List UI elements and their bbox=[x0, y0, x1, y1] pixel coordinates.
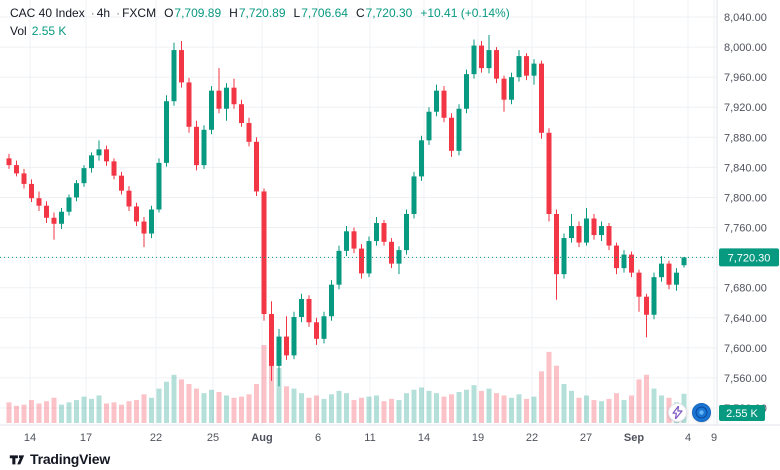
svg-text:7,840.00: 7,840.00 bbox=[724, 162, 767, 174]
svg-text:6: 6 bbox=[315, 432, 321, 444]
floating-buttons bbox=[668, 403, 711, 422]
candles bbox=[6, 35, 687, 387]
svg-text:14: 14 bbox=[418, 432, 430, 444]
svg-text:7,960.00: 7,960.00 bbox=[724, 72, 767, 84]
legend-row-volume: Vol 2.55 K bbox=[10, 25, 514, 37]
brand-name[interactable]: TradingView bbox=[30, 451, 111, 467]
time-axis[interactable]: 14 17 22 25 Aug 6 11 14 19 22 27 Sep 4 9 bbox=[24, 432, 717, 444]
svg-text:7,600.00: 7,600.00 bbox=[724, 343, 767, 355]
broker-button[interactable] bbox=[692, 403, 711, 422]
low-value: 7,706.64 bbox=[301, 6, 348, 20]
high-value: 7,720.89 bbox=[238, 6, 286, 20]
svg-text:7,680.00: 7,680.00 bbox=[724, 283, 767, 295]
candlestick-chart[interactable]: 8,040.00 8,000.00 7,960.00 7,920.00 7,880.00… bbox=[0, 0, 780, 448]
volume-value: 2.55 K bbox=[31, 24, 67, 38]
price-badge: 7,720.30 bbox=[719, 248, 779, 267]
high-label: H bbox=[229, 6, 238, 20]
svg-text:7,560.00: 7,560.00 bbox=[724, 373, 767, 385]
svg-text:7,920.00: 7,920.00 bbox=[724, 102, 767, 114]
symbol-name[interactable]: CAC 40 Index bbox=[10, 6, 85, 20]
svg-text:8,040.00: 8,040.00 bbox=[724, 12, 767, 24]
svg-text:17: 17 bbox=[80, 432, 92, 444]
exchange-label[interactable]: FXCM bbox=[122, 6, 157, 20]
legend: CAC 40 Index · 4h · FXCM O 7,709.89 H 7,72… bbox=[10, 7, 514, 37]
svg-text:Sep: Sep bbox=[624, 432, 644, 444]
svg-text:22: 22 bbox=[526, 432, 538, 444]
svg-text:7,760.00: 7,760.00 bbox=[724, 223, 767, 235]
open-value: 7,709.89 bbox=[174, 6, 222, 20]
instant-order-button[interactable] bbox=[668, 403, 687, 422]
svg-text:25: 25 bbox=[207, 432, 219, 444]
separator: · bbox=[90, 6, 95, 20]
svg-text:9: 9 bbox=[711, 432, 717, 444]
volume-badge: 2.55 K bbox=[719, 405, 765, 421]
close-label: C bbox=[355, 6, 365, 20]
volume-bars bbox=[6, 345, 687, 423]
svg-text:8,000.00: 8,000.00 bbox=[724, 42, 767, 54]
svg-text:2.55 K: 2.55 K bbox=[726, 408, 758, 420]
price-axis[interactable]: 8,040.00 8,000.00 7,960.00 7,920.00 7,880.00… bbox=[724, 12, 767, 415]
close-value: 7,720.30 bbox=[365, 6, 413, 20]
lightning-icon bbox=[672, 406, 683, 419]
svg-text:14: 14 bbox=[24, 432, 36, 444]
grid-lines bbox=[0, 0, 717, 425]
svg-text:4: 4 bbox=[685, 432, 691, 444]
svg-text:11: 11 bbox=[364, 432, 375, 444]
svg-text:7,800.00: 7,800.00 bbox=[724, 192, 767, 204]
open-label: O bbox=[164, 6, 174, 20]
change-value: +10.41 (+0.14%) bbox=[420, 6, 510, 20]
svg-text:22: 22 bbox=[150, 432, 162, 444]
separator: · bbox=[116, 6, 121, 20]
footer: TradingView bbox=[0, 448, 780, 470]
svg-text:19: 19 bbox=[472, 432, 484, 444]
volume-label[interactable]: Vol bbox=[10, 24, 27, 38]
tradingview-logo-icon[interactable] bbox=[8, 450, 26, 468]
svg-text:7,720.30: 7,720.30 bbox=[728, 252, 771, 264]
low-label: L bbox=[293, 6, 301, 20]
broker-logo-icon bbox=[695, 406, 708, 419]
svg-text:27: 27 bbox=[580, 432, 592, 444]
interval-label[interactable]: 4h bbox=[96, 6, 111, 20]
svg-text:7,880.00: 7,880.00 bbox=[724, 132, 767, 144]
legend-row-ohlc: CAC 40 Index · 4h · FXCM O 7,709.89 H 7,72… bbox=[10, 7, 514, 19]
svg-text:7,640.00: 7,640.00 bbox=[724, 313, 767, 325]
svg-text:Aug: Aug bbox=[251, 432, 272, 444]
